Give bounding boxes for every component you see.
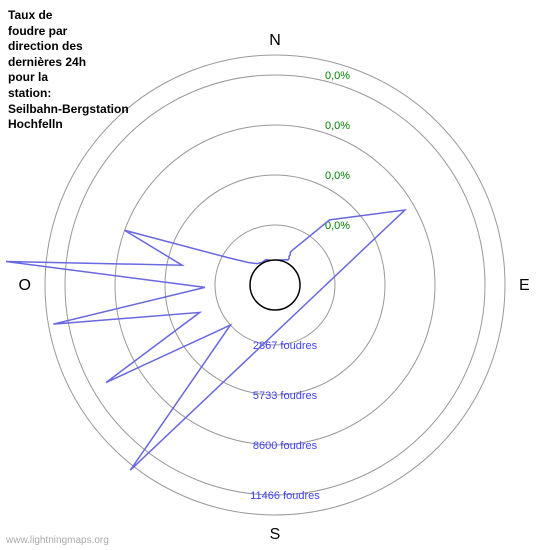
ring-label-upper: 0,0% (325, 120, 350, 132)
ring-label-upper: 0,0% (325, 70, 350, 82)
footer-credit: www.lightningmaps.org (6, 535, 109, 546)
chart-title: Taux defoudre pardirection desdernières … (8, 8, 129, 133)
ring-label-upper: 0,0% (325, 220, 350, 232)
ring-label-lower: 2867 foudres (253, 340, 318, 352)
ring-label-lower: 5733 foudres (253, 390, 318, 402)
hub (250, 260, 300, 310)
cardinal-S: S (270, 526, 281, 543)
ring-label-lower: 11466 foudres (250, 490, 320, 502)
ring-label-lower: 8600 foudres (253, 440, 318, 452)
cardinal-N: N (269, 32, 281, 49)
ring-label-upper: 0,0% (325, 170, 350, 182)
cardinal-W: O (19, 277, 31, 294)
rose-outline (6, 210, 405, 470)
cardinal-E: E (519, 277, 530, 294)
